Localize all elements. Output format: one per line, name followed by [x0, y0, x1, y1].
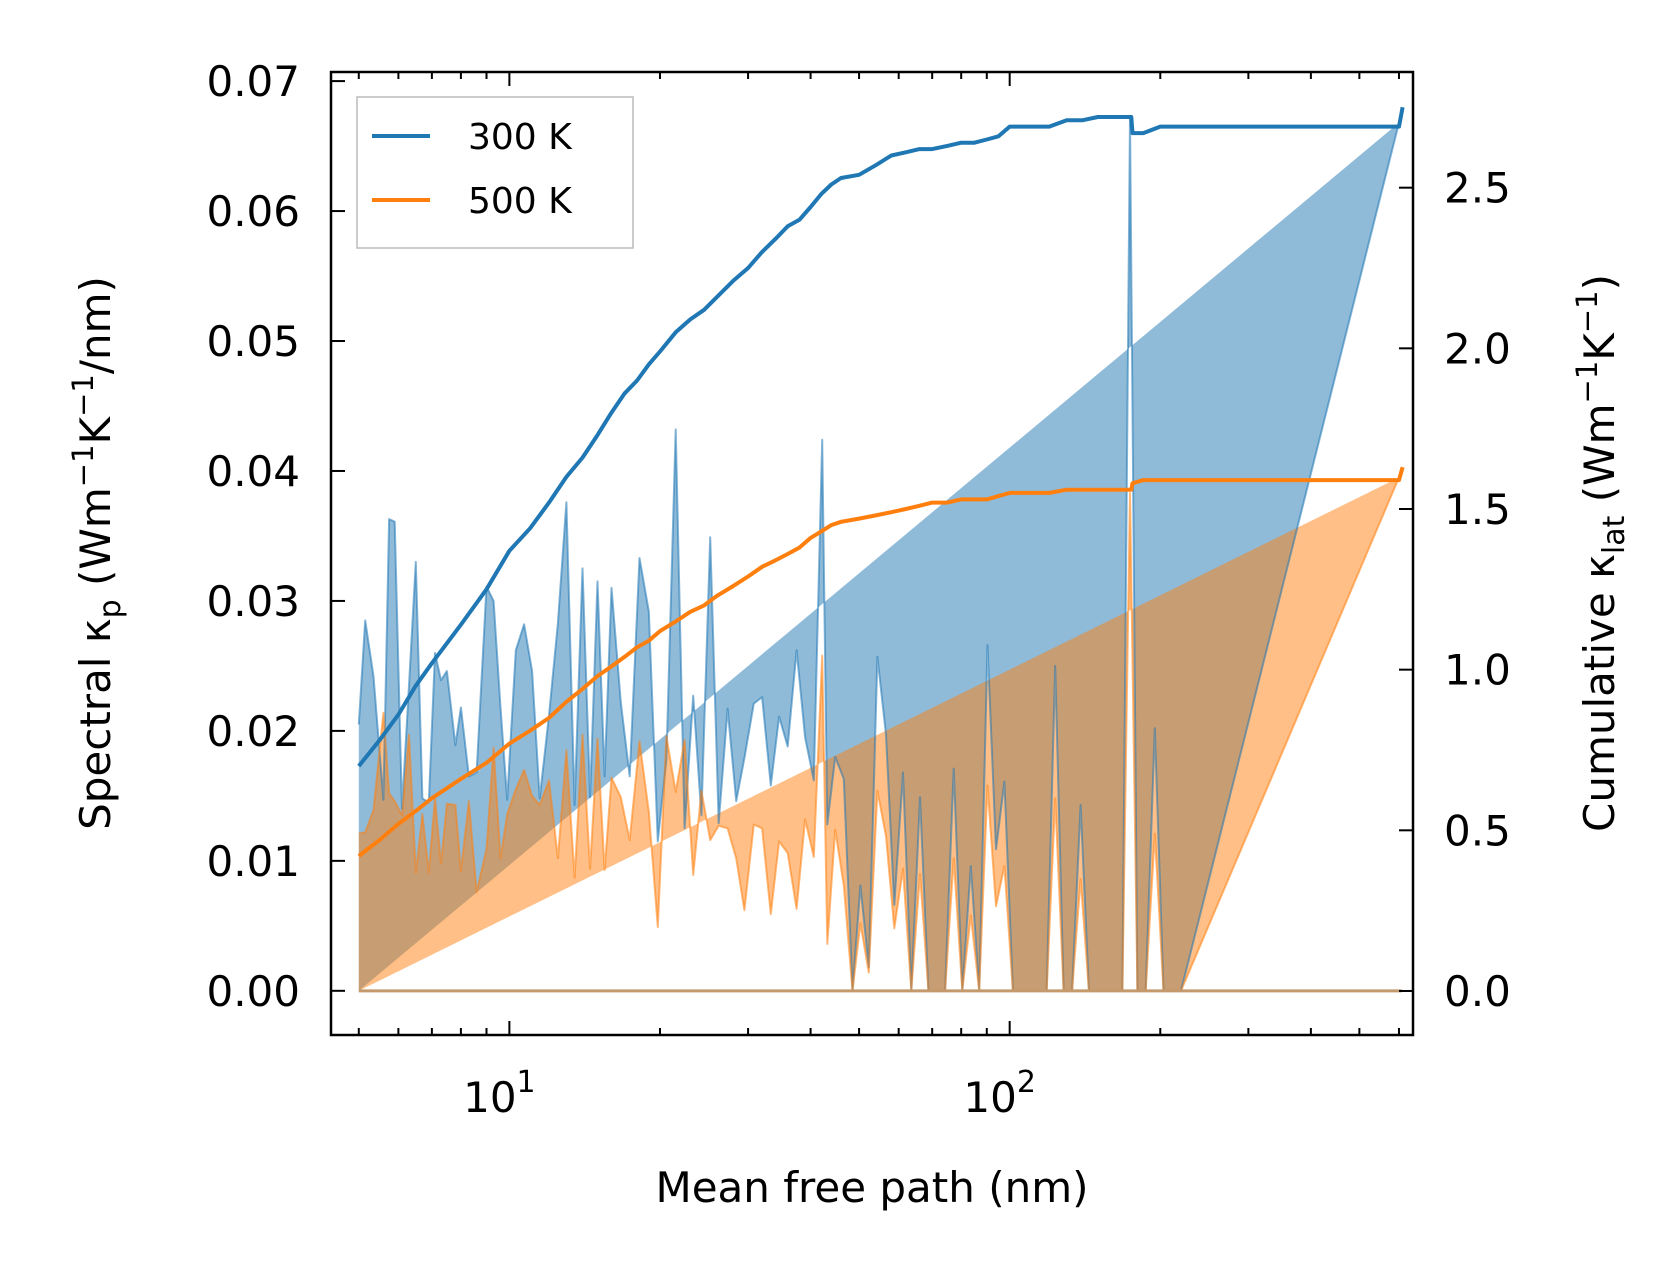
- cumulative-line-300k: [357, 106, 1405, 768]
- spectral-lines: [357, 115, 1402, 993]
- y-tick-label: 0.06: [206, 187, 300, 236]
- y2-tick-label: 2.0: [1444, 324, 1511, 373]
- y2-tick-label: 0.5: [1444, 806, 1511, 855]
- plot-frame: [329, 70, 1415, 1037]
- y2-tick-label: 1.0: [1444, 646, 1511, 695]
- legend-label-500k: 500 K: [468, 181, 573, 222]
- y2-axis-ticks: 0.0 0.5 1.0 1.5 2.0 2.5: [1399, 164, 1511, 1016]
- x-tick-label: 101: [463, 1065, 536, 1122]
- cumulative-lines: [357, 106, 1405, 858]
- y-tick-label: 0.03: [206, 577, 300, 626]
- x-tick-exponent: 1: [517, 1065, 536, 1100]
- legend-label-300k: 300 K: [468, 117, 573, 158]
- y2-axis-title: Cumulative κlat (Wm−1K−1): [1570, 274, 1632, 832]
- y-axis-title: Spectral κp (Wm−1K−1/nm): [66, 276, 128, 830]
- x-tick-base: 10: [963, 1073, 1016, 1122]
- x-axis-title: Mean free path (nm): [655, 1163, 1088, 1212]
- x-axis-ticks: 101 102: [357, 72, 1400, 1122]
- y-tick-label: 0.04: [206, 447, 300, 496]
- y2-tick-label: 1.5: [1444, 485, 1511, 534]
- y-tick-label: 0.01: [206, 837, 300, 886]
- y-tick-label: 0.07: [206, 57, 300, 106]
- x-tick-base: 10: [463, 1073, 516, 1122]
- x-tick-exponent: 2: [1017, 1065, 1036, 1100]
- y2-tick-label: 0.0: [1444, 967, 1511, 1016]
- spectral-area-500k: [358, 477, 1399, 991]
- y-tick-label: 0.00: [206, 967, 300, 1016]
- y-tick-label: 0.02: [206, 707, 300, 756]
- spectral-fill-areas: [358, 116, 1399, 991]
- y-tick-label: 0.05: [206, 317, 300, 366]
- legend-box: [356, 96, 634, 249]
- y2-tick-label: 2.5: [1444, 164, 1511, 213]
- x-tick-label: 102: [963, 1065, 1036, 1122]
- cumulative-line-500k: [357, 466, 1405, 858]
- y-axis-ticks: 0.00 0.01 0.02 0.03 0.04 0.05 0.06 0.07: [206, 57, 345, 1016]
- legend: 300 K 500 K: [356, 96, 634, 249]
